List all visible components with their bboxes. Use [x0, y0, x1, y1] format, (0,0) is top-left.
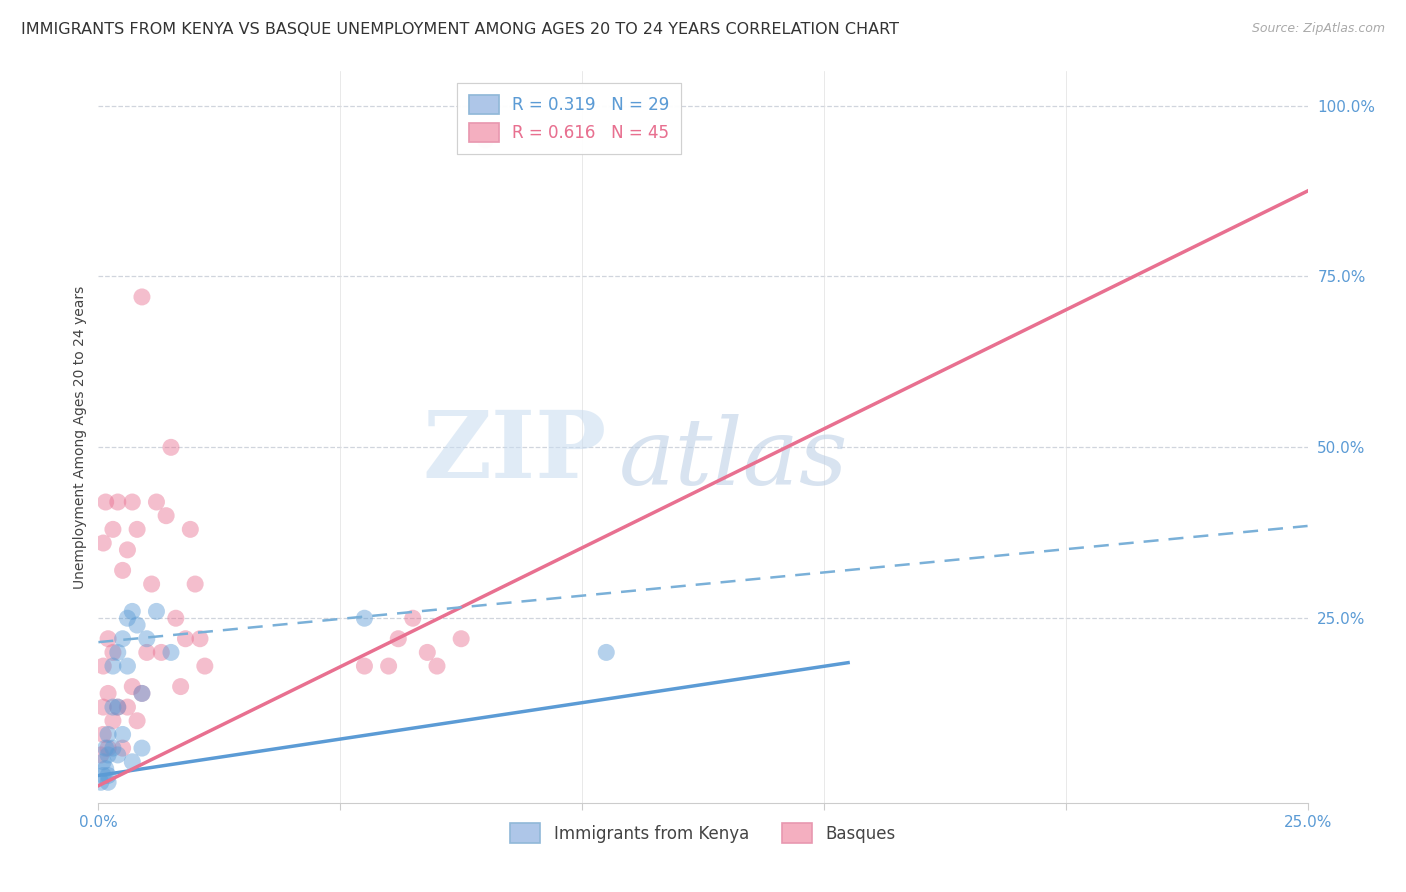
Point: [387, 632, 409, 646]
Point: [101, 700, 124, 714]
Point: [121, 680, 143, 694]
Point: [121, 495, 143, 509]
Point: [117, 542, 139, 557]
Point: [595, 645, 617, 659]
Point: [145, 604, 167, 618]
Point: [117, 700, 139, 714]
Point: [101, 659, 124, 673]
Point: [101, 714, 124, 728]
Point: [117, 611, 139, 625]
Point: [184, 577, 207, 591]
Point: [107, 645, 129, 659]
Point: [135, 645, 157, 659]
Point: [169, 680, 191, 694]
Point: [90, 775, 112, 789]
Point: [121, 755, 143, 769]
Y-axis label: Unemployment Among Ages 20 to 24 years: Unemployment Among Ages 20 to 24 years: [73, 285, 87, 589]
Point: [90, 747, 112, 762]
Point: [150, 645, 173, 659]
Point: [474, 133, 496, 147]
Point: [97, 727, 120, 741]
Point: [94, 495, 117, 509]
Point: [131, 290, 153, 304]
Point: [127, 522, 149, 536]
Point: [97, 632, 120, 646]
Point: [127, 618, 149, 632]
Point: [426, 659, 449, 673]
Point: [174, 632, 197, 646]
Point: [91, 755, 114, 769]
Point: [107, 747, 129, 762]
Point: [111, 632, 134, 646]
Point: [94, 741, 117, 756]
Point: [91, 768, 114, 782]
Point: [450, 632, 472, 646]
Point: [145, 495, 167, 509]
Text: Source: ZipAtlas.com: Source: ZipAtlas.com: [1251, 22, 1385, 36]
Point: [117, 659, 139, 673]
Point: [179, 522, 201, 536]
Point: [97, 741, 120, 756]
Point: [107, 700, 129, 714]
Point: [107, 700, 129, 714]
Point: [165, 611, 187, 625]
Point: [91, 700, 114, 714]
Point: [97, 768, 120, 782]
Legend: Immigrants from Kenya, Basques: Immigrants from Kenya, Basques: [503, 817, 903, 849]
Point: [97, 775, 120, 789]
Point: [377, 659, 399, 673]
Point: [131, 741, 153, 756]
Point: [97, 747, 120, 762]
Point: [416, 645, 439, 659]
Point: [160, 645, 183, 659]
Point: [101, 522, 124, 536]
Point: [160, 440, 183, 454]
Point: [111, 741, 134, 756]
Point: [141, 577, 163, 591]
Point: [131, 686, 153, 700]
Point: [131, 686, 153, 700]
Point: [91, 536, 114, 550]
Text: ZIP: ZIP: [422, 407, 606, 497]
Point: [101, 741, 124, 756]
Point: [91, 659, 114, 673]
Point: [188, 632, 211, 646]
Point: [353, 659, 375, 673]
Point: [94, 762, 117, 776]
Point: [155, 508, 177, 523]
Point: [91, 727, 114, 741]
Point: [111, 727, 134, 741]
Point: [135, 632, 157, 646]
Point: [121, 604, 143, 618]
Point: [353, 611, 375, 625]
Point: [194, 659, 217, 673]
Point: [97, 686, 120, 700]
Text: atlas: atlas: [619, 414, 848, 504]
Point: [402, 611, 425, 625]
Point: [111, 563, 134, 577]
Point: [107, 495, 129, 509]
Point: [127, 714, 149, 728]
Point: [101, 645, 124, 659]
Text: IMMIGRANTS FROM KENYA VS BASQUE UNEMPLOYMENT AMONG AGES 20 TO 24 YEARS CORRELATI: IMMIGRANTS FROM KENYA VS BASQUE UNEMPLOY…: [21, 22, 898, 37]
